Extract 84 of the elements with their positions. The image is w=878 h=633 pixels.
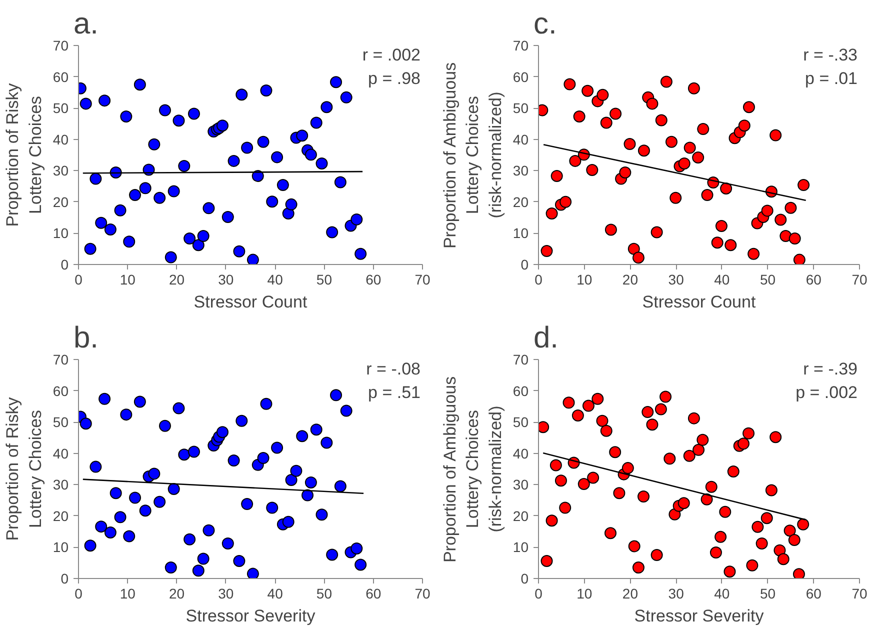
x-tick-label: 10 — [576, 586, 592, 602]
x-tick-label: 0 — [74, 272, 83, 288]
annotation: r = -.33 — [803, 46, 858, 64]
y-tick-label: 60 — [512, 68, 529, 85]
y-tick-label: 0 — [60, 570, 69, 586]
x-tick-label: 40 — [714, 272, 730, 288]
y-tick-label: 60 — [52, 382, 69, 399]
annotation: p = .01 — [805, 68, 858, 88]
y-tick-label: 20 — [512, 194, 529, 210]
y-axis-title: Proportion of Ambiguous Lottery Choices (risk-normalized) — [440, 62, 505, 249]
y-tick-label: 50 — [512, 414, 529, 430]
annotation: p = .98 — [368, 68, 421, 88]
chart-title: a. — [74, 8, 99, 40]
x-tick-label: 50 — [760, 272, 776, 288]
x-tick-label: 30 — [218, 272, 234, 288]
y-tick-label: 0 — [520, 570, 529, 586]
x-tick-label: 50 — [316, 586, 332, 602]
y-tick-label: 30 — [512, 162, 529, 179]
x-tick-label: 0 — [534, 586, 543, 602]
x-tick-label: 70 — [852, 272, 868, 288]
y-tick-label: 30 — [52, 476, 69, 493]
x-tick-label: 30 — [218, 586, 234, 602]
y-tick-label: 0 — [520, 256, 529, 272]
chart-title: d. — [534, 322, 559, 354]
x-tick-label: 50 — [760, 586, 776, 602]
x-tick-label: 60 — [366, 586, 382, 602]
y-tick-label: 20 — [512, 508, 529, 524]
x-tick-label: 10 — [576, 272, 592, 288]
y-tick-label: 60 — [512, 382, 529, 399]
y-tick-label: 70 — [52, 352, 69, 368]
x-tick-label: 20 — [622, 586, 638, 602]
y-tick-label: 20 — [52, 508, 69, 524]
y-tick-label: 50 — [52, 414, 69, 430]
y-tick-label: 70 — [512, 352, 529, 368]
y-tick-label: 10 — [52, 225, 69, 242]
x-tick-label: 70 — [852, 586, 868, 602]
x-axis-title: Stressor Severity — [186, 606, 316, 626]
x-tick-label: 70 — [414, 586, 430, 602]
x-tick-label: 50 — [316, 272, 332, 288]
y-tick-label: 70 — [512, 38, 529, 54]
x-axis-title: Stressor Severity — [634, 606, 764, 626]
x-tick-label: 30 — [668, 586, 684, 602]
y-tick-label: 70 — [52, 38, 69, 54]
y-tick-label: 10 — [512, 539, 529, 556]
y-axis-title: Proportion of Ambiguous Lottery Choices (risk-normalized) — [440, 376, 505, 563]
x-tick-label: 70 — [414, 272, 430, 288]
y-tick-label: 50 — [52, 100, 69, 116]
x-tick-label: 60 — [806, 272, 822, 288]
y-tick-label: 10 — [512, 225, 529, 242]
y-tick-label: 60 — [52, 68, 69, 85]
x-tick-label: 20 — [169, 272, 185, 288]
y-tick-label: 0 — [60, 256, 69, 272]
x-axis-title: Stressor Count — [194, 292, 308, 312]
y-axis-title: Proportion of Risky Lottery Choices — [3, 396, 45, 541]
annotation: p = .51 — [368, 382, 421, 402]
x-tick-label: 0 — [534, 272, 543, 288]
x-tick-label: 40 — [714, 586, 730, 602]
y-axis-title: Proportion of Risky Lottery Choices — [3, 82, 45, 227]
y-tick-label: 10 — [52, 539, 69, 556]
x-tick-label: 10 — [120, 272, 136, 288]
x-tick-label: 60 — [806, 586, 822, 602]
x-tick-label: 40 — [267, 586, 284, 602]
annotation: p = .002 — [796, 382, 858, 402]
x-tick-label: 30 — [668, 272, 684, 288]
y-tick-label: 40 — [52, 445, 69, 462]
x-tick-label: 20 — [622, 272, 638, 288]
x-tick-label: 40 — [267, 272, 284, 288]
x-axis-title: Stressor Count — [642, 292, 756, 312]
annotation: r = -.08 — [366, 360, 421, 378]
chart-title: b. — [74, 322, 99, 354]
x-tick-label: 0 — [74, 586, 83, 602]
x-tick-label: 60 — [366, 272, 382, 288]
x-tick-label: 10 — [120, 586, 136, 602]
y-tick-label: 40 — [52, 131, 69, 148]
y-tick-label: 20 — [52, 194, 69, 210]
x-tick-label: 20 — [169, 586, 185, 602]
annotation: r = .002 — [362, 46, 421, 64]
chart-title: c. — [534, 8, 557, 40]
y-tick-label: 40 — [512, 445, 529, 462]
annotation: r = -.39 — [803, 360, 858, 378]
y-tick-label: 50 — [512, 100, 529, 116]
y-tick-label: 30 — [512, 476, 529, 493]
y-tick-label: 40 — [512, 131, 529, 148]
y-tick-label: 30 — [52, 162, 69, 179]
